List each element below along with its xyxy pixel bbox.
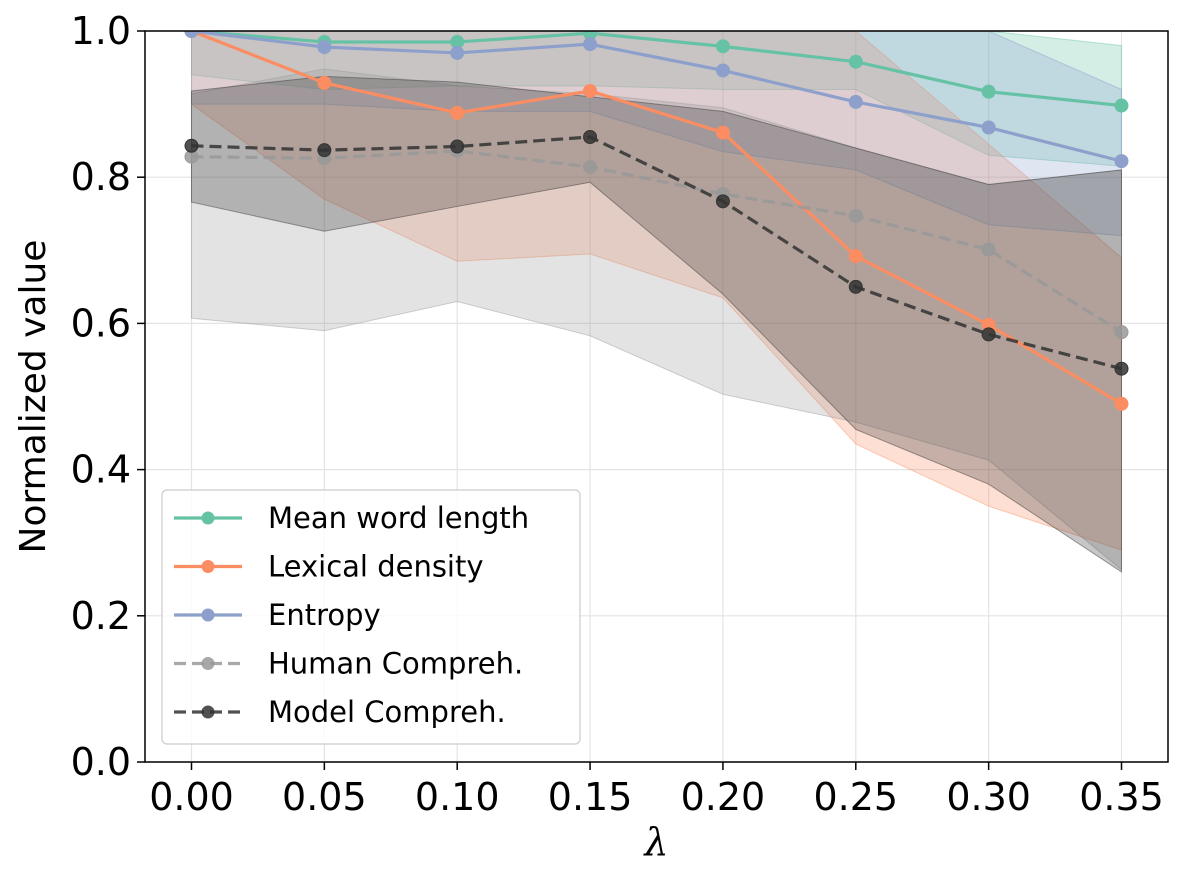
point-s2-5 — [848, 94, 863, 109]
legend-label-2: Entropy — [268, 598, 381, 632]
y-tick-label-0: 0.0 — [71, 740, 131, 784]
legend-marker-3 — [201, 657, 215, 670]
point-s4-6 — [981, 327, 996, 342]
point-s1-4 — [715, 125, 730, 140]
point-s2-0 — [184, 31, 199, 38]
x-tick-label-1: 0.05 — [282, 775, 367, 819]
point-s1-5 — [848, 249, 863, 264]
point-s2-4 — [715, 63, 730, 78]
point-s3-7 — [1114, 325, 1129, 340]
series-line-1 — [190, 31, 1123, 406]
band-1 — [191, 31, 1122, 551]
series-line-0 — [191, 31, 1122, 108]
point-s1-2 — [450, 105, 465, 120]
y-tick-label-2: 0.4 — [71, 448, 131, 492]
x-tick-label-2: 0.10 — [415, 775, 500, 819]
legend-marker-4 — [201, 705, 215, 719]
legend-box — [161, 489, 581, 745]
point-s2-1 — [317, 40, 332, 55]
band-2 — [191, 31, 1122, 237]
point-s1-1 — [317, 75, 332, 90]
series-line-4 — [191, 135, 1122, 371]
point-s1-3 — [583, 83, 598, 98]
point-s1-7 — [1114, 396, 1129, 411]
y-tick-label-5: 1.0 — [71, 9, 131, 53]
x-axis-label: λ — [642, 820, 668, 864]
legend-marker-0 — [201, 511, 215, 525]
series-line-2 — [191, 31, 1122, 163]
series-line-3 — [191, 149, 1123, 334]
point-s2-6 — [981, 120, 996, 135]
point-s4-4 — [715, 194, 730, 209]
legend-marker-1 — [201, 560, 215, 573]
y-tick-label-1: 0.2 — [71, 594, 131, 638]
series-lines — [184, 31, 1129, 411]
point-s4-7 — [1114, 361, 1129, 376]
legend-label-4: Model Compreh. — [268, 695, 506, 729]
point-s4-0 — [184, 138, 199, 153]
x-tick-label-0: 0.00 — [149, 775, 234, 819]
y-tick-label-3: 0.6 — [71, 301, 131, 345]
plot-frame — [144, 30, 1169, 763]
axes — [137, 30, 1169, 770]
x-tick-label-3: 0.15 — [548, 775, 633, 819]
legend-label-0: Mean word length — [268, 501, 529, 535]
point-s4-1 — [317, 143, 332, 158]
tick-labels: 0.00 0.05 0.10 0.15 0.20 0.25 0.30 0.35 0.0 0.2 0.… — [71, 9, 1164, 819]
point-s0-6 — [981, 84, 996, 99]
point-s2-3 — [583, 37, 598, 52]
legend-label-3: Human Compreh. — [268, 647, 523, 681]
x-tick-label-5: 0.25 — [813, 775, 898, 819]
legend-marker-2 — [201, 608, 215, 622]
y-tick-label-4: 0.8 — [71, 155, 131, 199]
x-tick-label-7: 0.35 — [1079, 775, 1164, 819]
band-3 — [191, 68, 1122, 571]
point-s0-7 — [1114, 98, 1129, 113]
x-tick-label-6: 0.30 — [946, 775, 1031, 819]
point-s3-5 — [848, 208, 863, 223]
point-s4-5 — [848, 279, 863, 294]
point-s0-4 — [715, 39, 730, 54]
x-tick-label-4: 0.20 — [681, 775, 766, 819]
y-axis-label: Normalized value — [13, 240, 54, 554]
band-4 — [191, 75, 1122, 573]
legend-label-1: Lexical density — [268, 550, 484, 584]
point-s4-2 — [450, 139, 465, 154]
point-s3-6 — [981, 242, 996, 257]
point-s0-5 — [848, 54, 863, 69]
confidence-bands — [191, 31, 1122, 573]
point-s2-2 — [450, 45, 465, 60]
point-s2-7 — [1114, 154, 1129, 169]
point-s4-3 — [583, 129, 598, 144]
legend: Mean word length Lexical density Entropy Hu… — [161, 489, 581, 745]
point-s3-3 — [583, 159, 598, 174]
